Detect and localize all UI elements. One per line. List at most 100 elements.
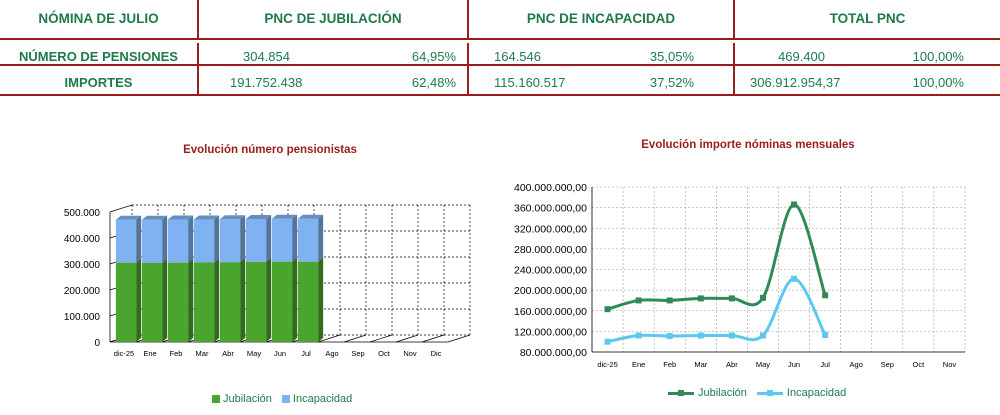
x-tick-label: Nov <box>943 360 957 369</box>
table-divider <box>0 94 1000 96</box>
bar-incapacidad <box>245 219 267 262</box>
x-tick-label: Abr <box>222 349 234 358</box>
bar-side <box>136 215 142 263</box>
floor-gridline <box>421 334 445 343</box>
importes-incapacidad-pct: 37,52% <box>649 74 694 90</box>
table-divider <box>467 43 469 94</box>
legend-item-jubilacion: Jubilación <box>212 393 272 405</box>
legend-item-incapacidad: Incapacidad <box>281 393 353 405</box>
bar-side <box>292 214 298 262</box>
table-divider <box>0 38 1000 40</box>
bar-top <box>193 215 220 220</box>
bar-side <box>240 215 246 263</box>
bar-incapacidad <box>115 219 137 263</box>
data-point <box>728 295 735 302</box>
bar-incapacidad <box>219 219 241 263</box>
data-point <box>604 338 611 345</box>
floor-gridline <box>447 334 471 343</box>
x-tick-label: May <box>247 349 261 358</box>
data-point <box>666 333 673 340</box>
data-point <box>635 332 642 339</box>
x-tick-label: Jul <box>820 360 830 369</box>
bar-top <box>167 215 194 220</box>
bar-jubilacion <box>141 262 163 342</box>
bar-side <box>292 257 298 342</box>
table-divider <box>733 43 735 94</box>
x-tick-label: Jul <box>301 349 311 358</box>
header-incapacidad: PNC DE INCAPACIDAD <box>526 10 676 26</box>
pensionistas-bar-chart: 0 100.000 200.000 300.000 400.000 500.000 dic-… <box>64 204 471 358</box>
line-chart-legend: Jubilación Incapacidad <box>668 387 856 399</box>
bar-side <box>240 258 246 342</box>
header-nomina: NÓMINA DE JULIO <box>38 10 159 26</box>
importe-line-chart: 80.000.000,00 120.000.000,00 160.000.000,0… <box>514 182 966 369</box>
y-tick-label: 240.000.000,00 <box>514 265 587 277</box>
bar-side <box>266 257 272 342</box>
y-tick-label: 160.000.000,00 <box>514 306 587 318</box>
data-point <box>791 275 798 282</box>
bar-side <box>188 215 194 263</box>
bar-top <box>219 215 246 220</box>
legend-line <box>756 389 783 396</box>
x-tick-label: Mar <box>196 349 209 358</box>
bar-side <box>162 258 168 342</box>
importes-incapacidad: 115.160.517 <box>494 74 566 90</box>
bar-jubilacion <box>193 262 215 342</box>
y-tick-label: 300.000 <box>64 260 101 271</box>
x-tick-label: Ago <box>325 349 338 358</box>
x-tick-label: Dic <box>431 349 442 358</box>
summary-table: NÓMINA DE JULIO PNC DE JUBILACIÓN PNC DE… <box>0 0 1000 96</box>
bar-incapacidad <box>167 219 189 263</box>
bar-top <box>115 215 142 220</box>
pensiones-total-pct: 100,00% <box>912 48 964 64</box>
x-tick-label: Sep <box>351 349 364 358</box>
bar-jubilacion <box>219 262 241 342</box>
legend-label: Incapacidad <box>292 393 353 405</box>
x-tick-label: Abr <box>726 360 738 369</box>
data-point <box>697 332 704 339</box>
x-tick-label: Feb <box>170 349 183 358</box>
pensiones-jubilacion: 304.854 <box>243 48 290 64</box>
bar-top <box>271 214 298 219</box>
bar-top <box>245 215 272 220</box>
x-tick-label: Ago <box>850 360 863 369</box>
bar-top <box>297 214 324 219</box>
legend-item-jubilacion: Jubilación <box>668 387 747 399</box>
y-tick-label: 360.000.000,00 <box>514 203 587 215</box>
y-tick-label: 80.000.000,00 <box>520 347 587 359</box>
data-point <box>822 292 829 299</box>
y-tick-label: 500.000 <box>64 208 101 219</box>
data-point <box>759 332 766 339</box>
bar-side <box>162 215 168 263</box>
x-tick-label: dic-25 <box>114 349 134 358</box>
bar-side <box>214 215 220 263</box>
x-tick-label: Oct <box>378 349 391 358</box>
y-tick-label: 400.000 <box>64 234 101 245</box>
row-label-pensiones: NÚMERO DE PENSIONES <box>19 48 178 64</box>
table-divider <box>0 64 1000 66</box>
bar-side <box>214 258 220 342</box>
row-label-importes: IMPORTES <box>64 74 133 90</box>
importes-total: 306.912.954,37 <box>750 74 841 90</box>
x-tick-label: Jun <box>274 349 286 358</box>
pensiones-total: 469.400 <box>778 48 825 64</box>
y-tick-label: 0 <box>94 338 100 349</box>
bar-jubilacion <box>245 261 267 342</box>
bar-jubilacion <box>167 262 189 342</box>
pensiones-incapacidad-pct: 35,05% <box>649 48 694 64</box>
x-tick-label: Oct <box>913 360 926 369</box>
side-gridline <box>109 204 133 213</box>
x-tick-label: dic-25 <box>597 360 617 369</box>
importes-total-pct: 100,00% <box>912 74 964 90</box>
pensiones-incapacidad: 164.546 <box>494 48 541 64</box>
bar-jubilacion <box>115 262 137 342</box>
importes-jubilacion-pct: 62,48% <box>411 74 456 90</box>
legend-item-incapacidad: Incapacidad <box>756 387 846 399</box>
bar-chart-title: Evolución número pensionistas <box>183 144 357 156</box>
bar-jubilacion <box>271 261 293 342</box>
table-divider <box>733 0 735 38</box>
floor-gridline <box>395 334 419 343</box>
y-tick-label: 120.000.000,00 <box>514 326 587 338</box>
y-tick-label: 100.000 <box>64 312 101 323</box>
floor-gridline <box>317 334 341 343</box>
